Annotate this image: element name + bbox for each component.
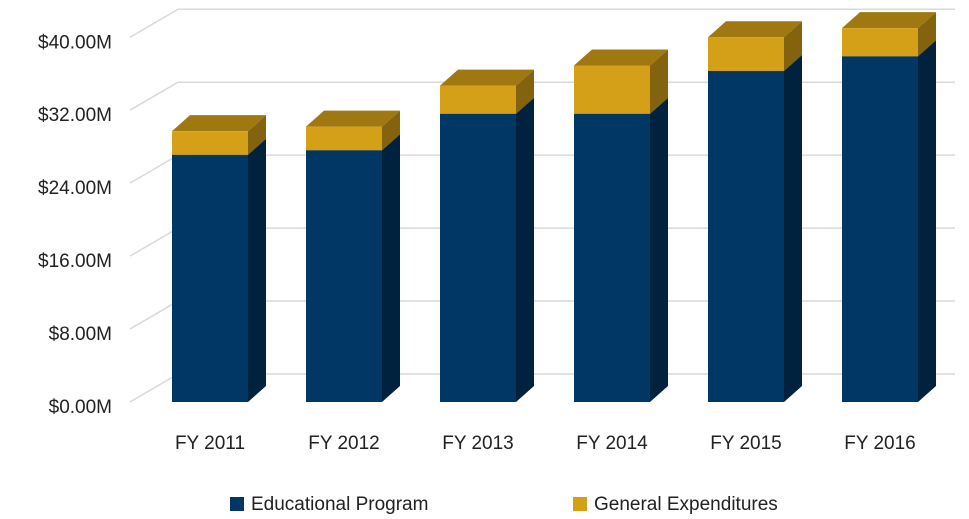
x-tick-label: FY 2011 xyxy=(175,433,245,454)
bar xyxy=(172,154,248,402)
y-tick-label: $24.00M xyxy=(38,178,112,199)
bar xyxy=(574,113,650,402)
legend-swatch xyxy=(573,497,587,511)
bar-side xyxy=(784,54,802,402)
x-tick-label: FY 2012 xyxy=(308,433,379,454)
bar-side xyxy=(516,69,534,114)
grid-line xyxy=(129,81,955,111)
bar-top xyxy=(842,12,936,29)
bar-side xyxy=(248,138,266,402)
bar xyxy=(440,85,516,114)
bar-top xyxy=(574,49,668,66)
x-tick-label: FY 2014 xyxy=(576,433,648,454)
bar-top xyxy=(306,110,400,127)
bar xyxy=(306,126,382,151)
bar-top xyxy=(172,115,266,132)
x-tick-label: FY 2013 xyxy=(442,433,513,454)
bar-side xyxy=(650,49,668,114)
bar xyxy=(842,56,918,403)
bar-side xyxy=(650,97,668,402)
y-tick-label: $0.00M xyxy=(49,397,112,418)
bar-top xyxy=(708,21,802,38)
legend-swatch xyxy=(230,497,244,511)
x-tick-label: FY 2016 xyxy=(844,433,915,454)
y-tick-label: $8.00M xyxy=(49,324,112,345)
bar-side xyxy=(248,115,266,155)
bar xyxy=(440,113,516,402)
bar-side xyxy=(382,110,400,151)
bar-side xyxy=(918,40,936,403)
bar-side xyxy=(516,97,534,402)
legend-label: General Expenditures xyxy=(594,494,778,515)
bar-side xyxy=(784,21,802,71)
y-tick-label: $40.00M xyxy=(38,32,112,53)
bar xyxy=(172,131,248,155)
bar-side xyxy=(918,12,936,57)
grid-line xyxy=(129,8,955,38)
bar xyxy=(708,37,784,71)
bar xyxy=(306,150,382,402)
legend-label: Educational Program xyxy=(251,494,428,515)
y-tick-label: $32.00M xyxy=(38,105,112,126)
y-tick-label: $16.00M xyxy=(38,251,112,272)
x-tick-label: FY 2015 xyxy=(710,433,781,454)
bar xyxy=(574,65,650,114)
bar-top xyxy=(440,69,534,86)
bar-side xyxy=(382,134,400,403)
bar xyxy=(708,70,784,402)
bar xyxy=(842,28,918,57)
